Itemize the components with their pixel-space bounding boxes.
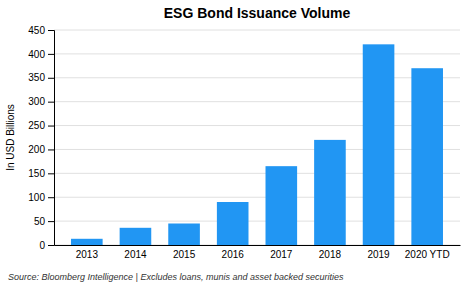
y-tick-label: 150: [28, 168, 45, 179]
x-tick-label: 2017: [270, 249, 293, 260]
y-tick: 100: [28, 192, 54, 203]
x-tick: 2015: [173, 249, 196, 260]
y-tick-mark: [48, 126, 54, 127]
x-tick-label: 2014: [124, 249, 147, 260]
y-tick-mark: [48, 173, 54, 174]
x-tick-label: 2020 YTD: [405, 249, 450, 260]
grid-line: [54, 101, 460, 102]
y-tick-mark: [48, 245, 54, 246]
chart-container: 0501001502002503003504004502013201420152…: [0, 0, 474, 287]
x-tick-label: 2013: [76, 249, 99, 260]
y-tick-label: 400: [28, 49, 45, 60]
x-tick: 2020 YTD: [405, 249, 450, 260]
plot-area: 0501001502002503003504004502013201420152…: [28, 25, 460, 260]
y-tick-mark: [48, 102, 54, 103]
grid-line: [54, 53, 460, 54]
y-tick-label: 350: [28, 72, 45, 83]
y-axis-line: [48, 31, 55, 246]
y-tick: 300: [28, 96, 54, 107]
bar: [120, 228, 152, 245]
y-tick-mark: [48, 221, 54, 222]
y-tick-mark: [48, 54, 54, 55]
x-tick-label: 2019: [367, 249, 390, 260]
y-tick-mark: [48, 149, 54, 150]
y-tick-label: 0: [39, 240, 45, 251]
y-tick-label: 100: [28, 192, 45, 203]
y-tick: 350: [28, 72, 54, 83]
source-note: Source: Bloomberg Intelligence | Exclude…: [8, 272, 344, 282]
y-tick-mark: [48, 78, 54, 79]
y-tick: 400: [28, 49, 54, 60]
grid-line: [54, 30, 460, 31]
x-tick: 2017: [270, 249, 293, 260]
bar: [217, 202, 249, 245]
y-tick-label: 50: [34, 216, 46, 227]
grid-line: [54, 125, 460, 126]
grid-line: [54, 245, 460, 246]
bar: [266, 166, 298, 245]
y-tick: 150: [28, 168, 54, 179]
y-tick: 200: [28, 144, 54, 155]
y-tick: 450: [28, 25, 54, 36]
x-tick: 2014: [124, 249, 147, 260]
bar: [411, 68, 443, 245]
y-tick-label: 450: [28, 25, 45, 36]
x-tick: 2016: [222, 249, 245, 260]
x-tick: 2018: [319, 249, 342, 260]
y-tick: 50: [34, 216, 54, 227]
x-axis: 2013 2014 2015 2016 2017 2018 2019 2020 YTD: [55, 246, 461, 261]
y-tick: 0: [39, 240, 54, 251]
grid-line: [54, 197, 460, 198]
y-tick-mark: [48, 30, 54, 31]
title: ESG Bond Issuance Volume: [164, 5, 351, 21]
y-axis: 0 50 100 150 200 250 300 350 400 450: [28, 25, 54, 251]
y-tick-label: 200: [28, 144, 45, 155]
grid-line: [54, 149, 460, 150]
x-tick: 2019: [367, 249, 390, 260]
grid-line: [54, 173, 460, 174]
y-tick-mark: [48, 197, 54, 198]
y-tick: 250: [28, 120, 54, 131]
x-tick: 2013: [76, 249, 99, 260]
y-tick-label: 250: [28, 120, 45, 131]
x-axis-line: [55, 245, 461, 246]
grid: [54, 30, 460, 245]
x-tick-label: 2016: [222, 249, 245, 260]
y-axis-title: In USD Billions: [5, 104, 16, 171]
chart-svg: 0501001502002503003504004502013201420152…: [0, 0, 474, 287]
grid-line: [54, 221, 460, 222]
y-tick-label: 300: [28, 96, 45, 107]
grid-line: [54, 77, 460, 78]
x-tick-label: 2015: [173, 249, 196, 260]
x-tick-label: 2018: [319, 249, 342, 260]
bars: [71, 44, 443, 245]
bar: [314, 140, 346, 245]
bar: [363, 44, 395, 245]
bar: [71, 239, 103, 245]
bar: [168, 224, 200, 246]
